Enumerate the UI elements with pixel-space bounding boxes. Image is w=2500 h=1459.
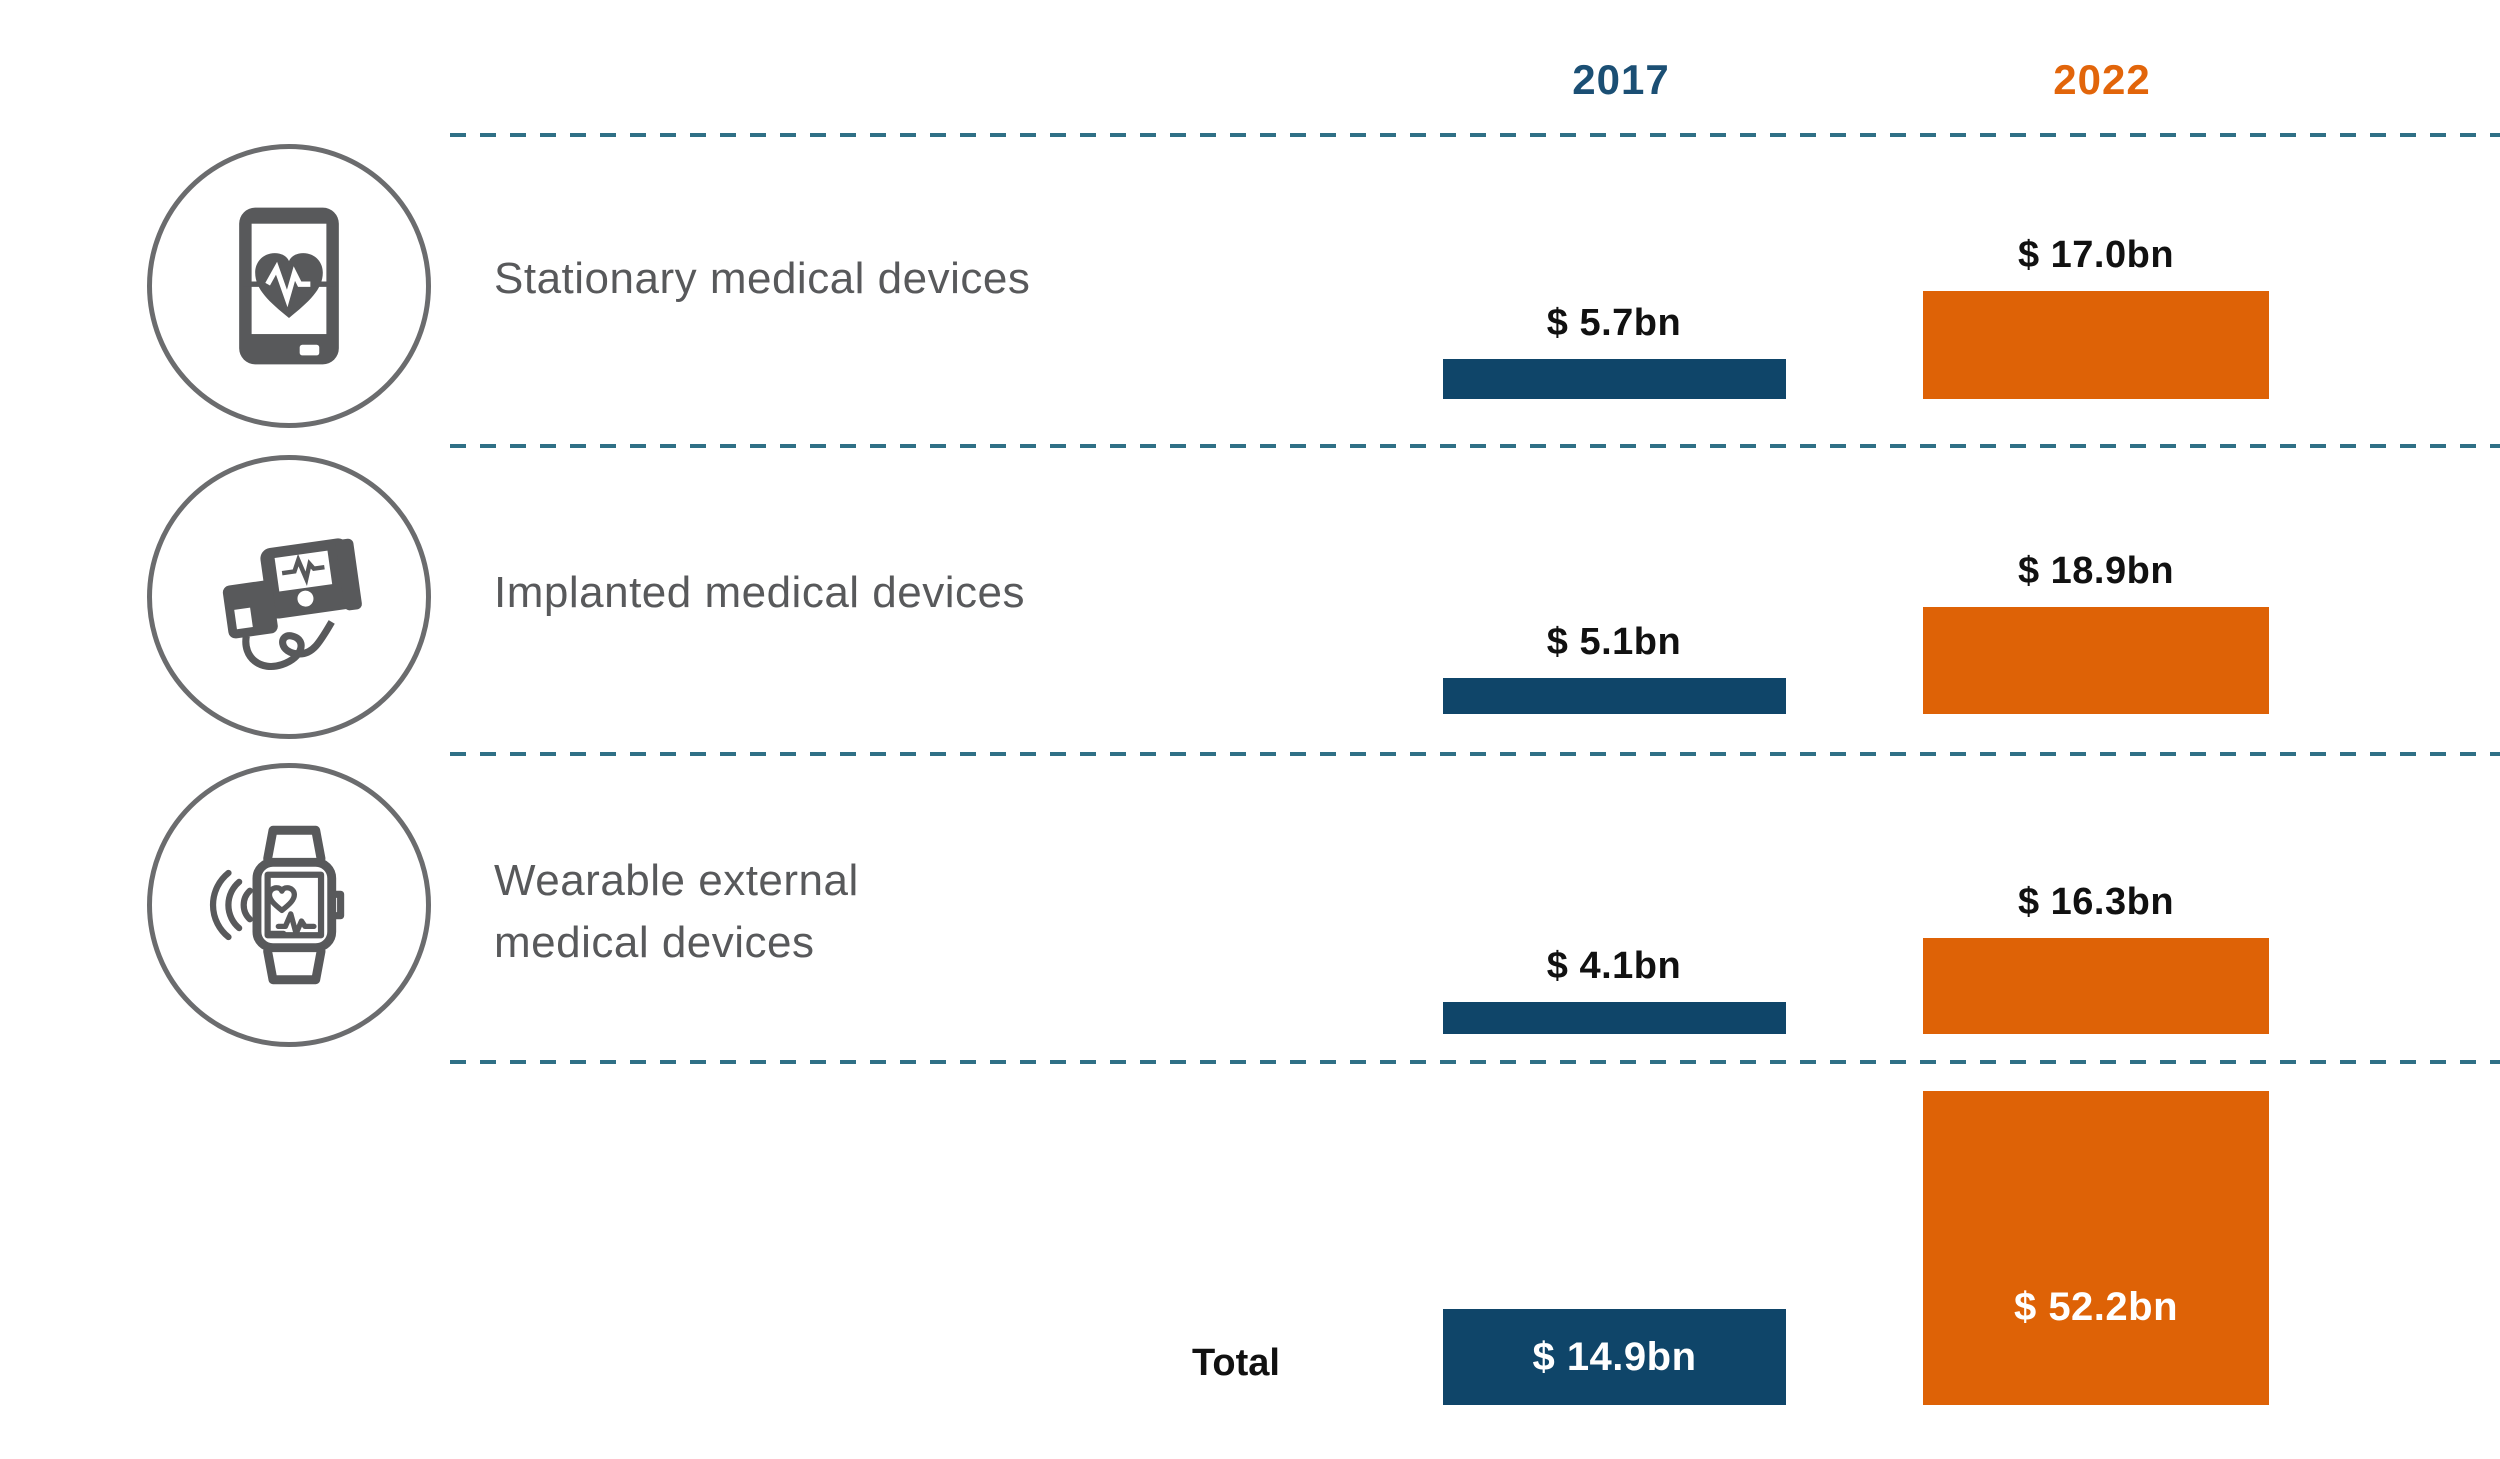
bar-2022-row3 xyxy=(1923,938,2269,1034)
row-separator-line-4 xyxy=(450,1060,2500,1064)
bar-2017-row3 xyxy=(1443,1002,1786,1034)
total-bar-2017 xyxy=(1443,1309,1786,1405)
value-label-2017-row2: $ 5.1bn xyxy=(1546,621,1682,663)
value-label-2022-row3: $ 16.3bn xyxy=(2017,881,2175,923)
category-label-row3: Wearable external medical devices xyxy=(494,850,859,974)
bar-2017-row2 xyxy=(1443,678,1786,714)
total-bar-2022 xyxy=(1923,1091,2269,1405)
total-value-label-2017: $ 14.9bn xyxy=(1532,1335,1697,1379)
category-icon-circle xyxy=(147,455,431,739)
value-label-2017-row3: $ 4.1bn xyxy=(1546,945,1682,987)
total-row-label: Total xyxy=(1192,1342,1280,1384)
row-separator-line-3 xyxy=(450,752,2500,756)
category-label-row2: Implanted medical devices xyxy=(494,562,1025,624)
category-label-row1: Stationary medical devices xyxy=(494,248,1030,310)
value-label-2022-row2: $ 18.9bn xyxy=(2017,550,2175,592)
bar-2022-row2 xyxy=(1923,607,2269,714)
bar-2017-row1 xyxy=(1443,359,1786,399)
total-value-label-2022: $ 52.2bn xyxy=(2013,1285,2179,1329)
row-separator-line-2 xyxy=(450,444,2500,448)
bar-2022-row1 xyxy=(1923,291,2269,399)
value-label-2022-row1: $ 17.0bn xyxy=(2017,234,2175,276)
blood-pressure-monitor-icon xyxy=(200,508,378,686)
smartwatch-heart-icon xyxy=(200,816,378,994)
tablet-heart-monitor-icon xyxy=(200,197,378,375)
category-label-line: Stationary medical devices xyxy=(494,254,1031,303)
category-label-line: Wearable external xyxy=(494,856,859,905)
column-header-2022: 2022 xyxy=(2053,56,2151,103)
value-label-2017-row1: $ 5.7bn xyxy=(1546,302,1682,344)
category-label-line: Implanted medical devices xyxy=(494,568,1025,617)
category-icon-circle xyxy=(147,144,431,428)
category-label-line: medical devices xyxy=(494,918,815,967)
row-separator-line-1 xyxy=(450,133,2500,137)
category-icon-circle xyxy=(147,763,431,1047)
column-header-2017: 2017 xyxy=(1572,56,1670,103)
